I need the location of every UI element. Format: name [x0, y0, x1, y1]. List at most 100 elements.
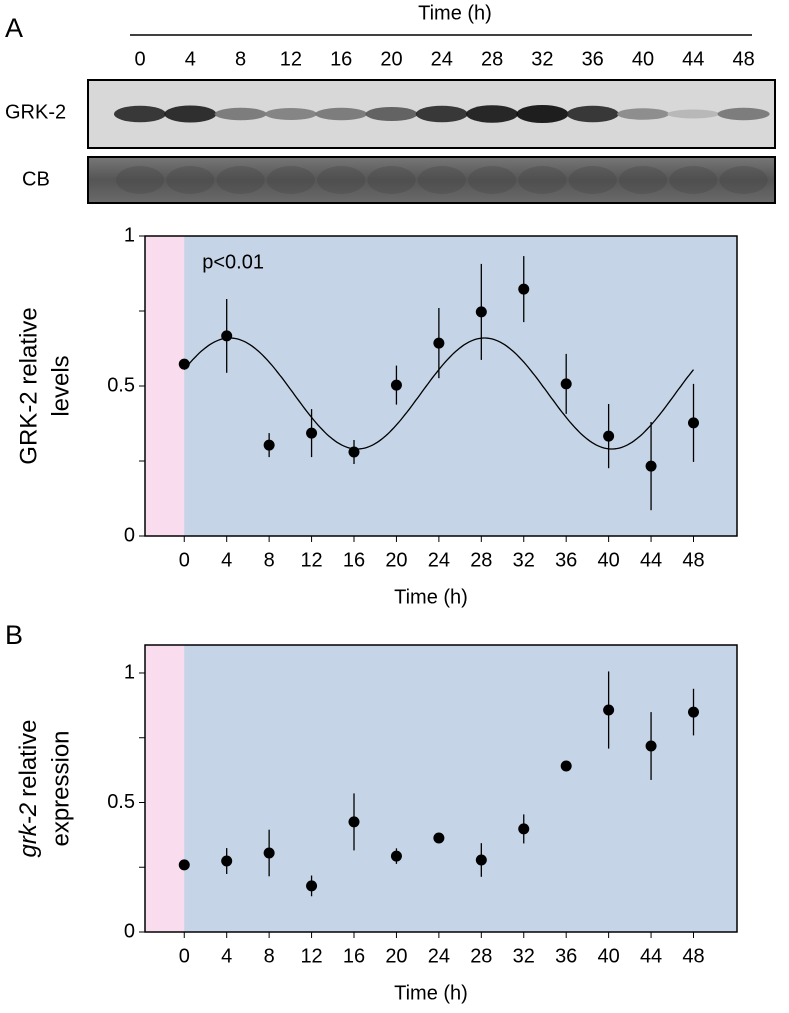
- pre-zero-shade: [145, 645, 185, 932]
- x-tick-label: 32: [513, 945, 535, 967]
- x-tick-label: 28: [470, 945, 492, 967]
- data-point: [221, 330, 233, 342]
- panel-label: A: [5, 13, 23, 43]
- data-point: [560, 378, 572, 390]
- blot-lane-label: 4: [185, 48, 196, 70]
- data-point: [263, 847, 275, 859]
- blot-band: [466, 105, 519, 123]
- data-point: [518, 283, 530, 295]
- x-tick-label: 44: [640, 945, 662, 967]
- blot-band: [164, 105, 217, 123]
- data-point: [433, 337, 445, 349]
- blot-lane-label: 28: [481, 48, 503, 70]
- x-tick-label: 20: [385, 549, 407, 571]
- plot-background: [145, 645, 737, 932]
- x-tick-label: 16: [343, 945, 365, 967]
- blot-band: [566, 105, 619, 123]
- data-point: [645, 740, 657, 752]
- y-tick-label: 1: [124, 224, 135, 246]
- blot-lane-label: 32: [531, 48, 553, 70]
- blot-title: Time (h): [418, 2, 492, 24]
- blot-lane-label: 40: [632, 48, 654, 70]
- plot-background: [145, 236, 737, 536]
- x-tick-label: 36: [555, 945, 577, 967]
- data-point: [433, 832, 445, 844]
- data-point: [348, 446, 360, 458]
- x-tick-label: 48: [682, 549, 704, 571]
- blot-band: [367, 166, 416, 194]
- blot-row-label: CB: [22, 168, 50, 190]
- x-tick-label: 28: [470, 549, 492, 571]
- x-tick-label: 40: [598, 945, 620, 967]
- y-axis-label: GRK-2 relative: [15, 307, 42, 464]
- x-tick-label: 20: [385, 945, 407, 967]
- blot-band: [166, 166, 215, 194]
- data-point: [560, 760, 572, 772]
- blot-lane-label: 12: [280, 48, 302, 70]
- blot-band: [417, 166, 466, 194]
- blot-band: [468, 166, 517, 194]
- blot-band: [669, 166, 718, 194]
- x-tick-label: 12: [300, 945, 322, 967]
- x-tick-label: 8: [264, 945, 275, 967]
- x-axis-label: Time (h): [394, 586, 468, 608]
- data-point: [178, 358, 190, 370]
- data-point: [603, 430, 615, 442]
- blot-band: [717, 107, 770, 121]
- pre-zero-shade: [145, 236, 185, 536]
- data-point: [221, 855, 233, 867]
- blot-band: [667, 109, 720, 119]
- x-axis-label: Time (h): [394, 982, 468, 1004]
- data-point: [306, 427, 318, 439]
- blot-band: [315, 107, 368, 121]
- data-point: [263, 439, 275, 451]
- y-axis-label: grk-2 relative: [15, 719, 42, 857]
- data-point: [348, 816, 360, 828]
- x-tick-label: 12: [300, 549, 322, 571]
- x-tick-label: 4: [221, 945, 232, 967]
- data-point: [178, 859, 190, 871]
- blot-lane-label: 8: [235, 48, 246, 70]
- data-point: [688, 417, 700, 429]
- blot-band: [214, 107, 267, 121]
- plot-frame: [144, 644, 738, 933]
- x-tick-label: 16: [343, 549, 365, 571]
- x-tick-label: 24: [428, 549, 450, 571]
- blot-band: [719, 166, 768, 194]
- data-point: [645, 460, 657, 472]
- data-point: [688, 706, 700, 718]
- blot-band: [617, 108, 669, 120]
- panel-label: B: [5, 620, 23, 650]
- blot-band: [116, 166, 164, 194]
- blot-band: [415, 105, 468, 123]
- y-tick-label: 0.5: [107, 374, 135, 396]
- blot-band: [216, 166, 265, 194]
- y-tick-label: 0: [124, 920, 135, 942]
- blot-lane-label: 48: [732, 48, 754, 70]
- annotation: p<0.01: [202, 251, 264, 273]
- data-point: [518, 823, 530, 835]
- blot-row-label: GRK-2: [5, 101, 66, 123]
- data-point: [306, 880, 318, 892]
- x-tick-label: 8: [264, 549, 275, 571]
- blot-lane-label: 36: [582, 48, 604, 70]
- data-point: [603, 704, 615, 716]
- blot-lane-label: 16: [330, 48, 352, 70]
- data-point: [390, 850, 402, 862]
- blot-band: [568, 166, 617, 194]
- blot-cb: [87, 156, 776, 204]
- y-tick-label: 1: [124, 661, 135, 683]
- y-tick-label: 0.5: [107, 791, 135, 813]
- x-tick-label: 48: [682, 945, 704, 967]
- data-point: [475, 854, 487, 866]
- x-tick-label: 24: [428, 945, 450, 967]
- data-point: [390, 379, 402, 391]
- blot-band: [317, 166, 366, 194]
- blot-lane-label: 44: [682, 48, 704, 70]
- x-tick-label: 32: [513, 549, 535, 571]
- blot-lane-label: 20: [380, 48, 402, 70]
- blot-band: [266, 166, 315, 194]
- blot-lane-label: 24: [431, 48, 453, 70]
- y-axis-label: levels: [47, 355, 74, 416]
